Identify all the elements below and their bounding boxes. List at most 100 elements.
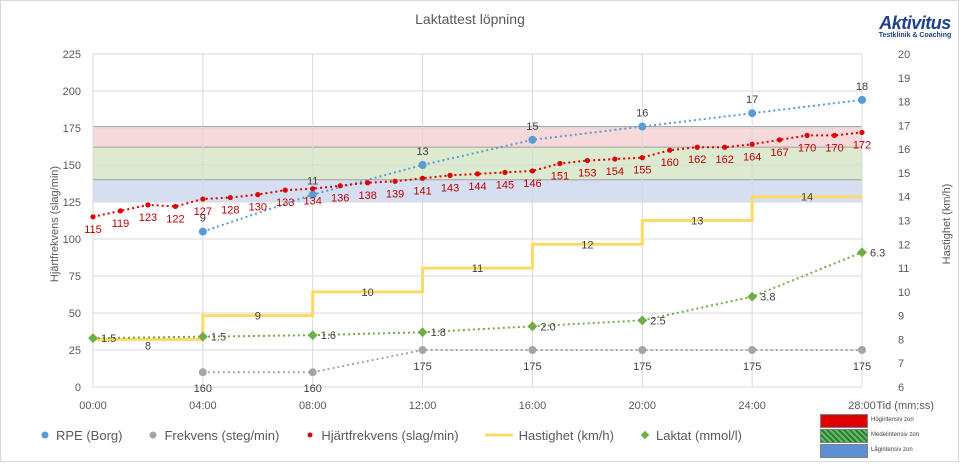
y-right-tick-label: 17 [898, 120, 910, 132]
x-tick-label: 04:00 [189, 400, 217, 412]
rpe-data-label: 17 [746, 94, 758, 106]
legend-marker-hjartfrekvens [305, 428, 315, 443]
y-left-tick-label: 200 [63, 86, 81, 98]
hjartfrekvens-point [722, 144, 728, 150]
legend-item-laktat: Laktat (mmol/l) [640, 428, 742, 443]
frekvens-data-label: 175 [523, 361, 541, 373]
rpe-point [418, 161, 427, 169]
rpe-point [198, 227, 207, 236]
hjartfrekvens-point [804, 132, 810, 138]
legend-item-frekvens: Frekvens (steg/min) [148, 428, 279, 443]
y-right-tick-label: 20 [898, 49, 910, 61]
laktat-point [417, 327, 428, 338]
hjartfrekvens-data-label: 143 [441, 182, 459, 194]
logo-wordmark: Aktivitus [879, 13, 951, 33]
hjartfrekvens-line [92, 131, 863, 218]
hjartfrekvens-data-label: 162 [688, 154, 706, 166]
aktivitus-logo: Aktivitus Testklinik & Coaching [876, 14, 954, 40]
legend-label-rpe: RPE (Borg) [56, 427, 123, 443]
rpe-data-label: 13 [416, 146, 428, 158]
frekvens-data-label: 175 [633, 361, 651, 373]
zone-legend: Högintensiv zon Medelintensiv zon Lågint… [820, 412, 955, 460]
hjartfrekvens-data-label: 144 [468, 181, 486, 193]
zone-swatch-high [820, 414, 868, 428]
x-axis-title: Tid (mm:ss) [876, 400, 934, 412]
legend-marker-hastighet [484, 428, 513, 443]
zone-label-high: Högintensiv zon [871, 417, 914, 423]
y-right-tick-label: 8 [898, 334, 904, 346]
hjartfrekvens-data-label: 122 [166, 213, 184, 225]
laktat-point [637, 315, 648, 326]
hjartfrekvens-data-label: 141 [413, 185, 431, 197]
frekvens-point [418, 346, 427, 354]
y-left-tick-label: 0 [75, 382, 81, 394]
laktat-point [527, 321, 538, 332]
hjartfrekvens-data-label: 164 [743, 151, 761, 163]
series-layer [88, 95, 867, 377]
hjartfrekvens-point [584, 157, 590, 164]
hjartfrekvens-point [365, 180, 371, 186]
hjartfrekvens-point [172, 203, 178, 210]
data-labels: 8 9 10 11 12 13 14 160 160 175 175 175 175 175 1.5 1.5 1… [84, 81, 885, 395]
laktat-data-label: 3.8 [760, 292, 775, 304]
rpe-data-label: 11 [307, 176, 318, 188]
hjartfrekvens-point [145, 202, 151, 208]
frekvens-data-label: 175 [743, 361, 761, 373]
legend-marker-frekvens [148, 428, 158, 443]
chart-title: Laktattest löpning [415, 11, 525, 27]
hastighet-data-label: 8 [145, 340, 151, 352]
zone-legend-low: Lågintensiv zon [820, 444, 955, 458]
zone-label-medium: Medelintensiv zon [871, 432, 920, 438]
rpe-data-label: 15 [526, 121, 538, 133]
hjartfrekvens-point [612, 156, 618, 162]
hjartfrekvens-data-label: 115 [84, 224, 102, 236]
hjartfrekvens-data-label: 134 [304, 196, 322, 208]
y-right-tick-label: 13 [898, 216, 910, 228]
y-axis-left-title: Hjärtfrekvens (slag/min) [49, 166, 61, 282]
hjartfrekvens-data-label: 154 [606, 166, 624, 178]
hjartfrekvens-data-label: 162 [715, 154, 733, 166]
y-left-tick-label: 125 [63, 197, 81, 209]
hjartfrekvens-data-label: 123 [139, 212, 157, 224]
frekvens-data-label: 160 [304, 383, 322, 395]
hjartfrekvens-point [419, 175, 426, 181]
x-tick-label: 20:00 [629, 400, 657, 412]
y-left-tick-label: 100 [63, 234, 81, 246]
frekvens-point [528, 346, 537, 354]
frekvens-point [198, 368, 207, 377]
y-left-tick-label: 150 [63, 160, 81, 172]
hjartfrekvens-data-label: 155 [633, 165, 651, 177]
zone-legend-high: Högintensiv zon [820, 414, 955, 428]
legend-label-hjartfrekvens: Hjärtfrekvens (slag/min) [321, 427, 459, 443]
y-left-tick-label: 175 [63, 123, 81, 135]
logo-tagline: Testklinik & Coaching [878, 32, 952, 39]
hastighet-data-label: 10 [362, 287, 374, 299]
frekvens-point [638, 346, 647, 354]
laktat-data-label: 2.5 [650, 315, 665, 327]
laktat-data-label: 6.3 [870, 247, 885, 259]
y-right-tick-label: 19 [898, 73, 910, 85]
hastighet-data-label: 11 [472, 263, 483, 275]
hjartfrekvens-point [557, 160, 563, 167]
hjartfrekvens-point [227, 194, 233, 201]
y-right-tick-label: 12 [898, 239, 910, 251]
rpe-data-label: 9 [200, 213, 206, 225]
laktat-data-label: 2.0 [540, 321, 555, 333]
hjartfrekvens-data-label: 133 [276, 197, 294, 209]
frekvens-data-label: 160 [194, 383, 212, 395]
laktat-data-label: 1.6 [321, 330, 336, 342]
hjartfrekvens-point [255, 192, 261, 198]
hjartfrekvens-point [529, 168, 536, 174]
zone-legend-medium: Medelintensiv zon [820, 429, 955, 443]
y-left-tick-label: 50 [69, 308, 81, 320]
zone-band-0 [92, 126, 863, 148]
hjartfrekvens-data-label: 146 [523, 178, 541, 190]
hjartfrekvens-point [200, 196, 206, 202]
frekvens-point [748, 346, 757, 354]
laktat-data-label: 1.8 [431, 327, 446, 339]
hjartfrekvens-data-label: 138 [358, 190, 376, 202]
laktat-point [307, 330, 318, 341]
legend-label-hastighet: Hastighet (km/h) [518, 427, 614, 443]
hjartfrekvens-data-label: 139 [386, 188, 404, 200]
x-tick-label: 28:00 [848, 400, 876, 412]
